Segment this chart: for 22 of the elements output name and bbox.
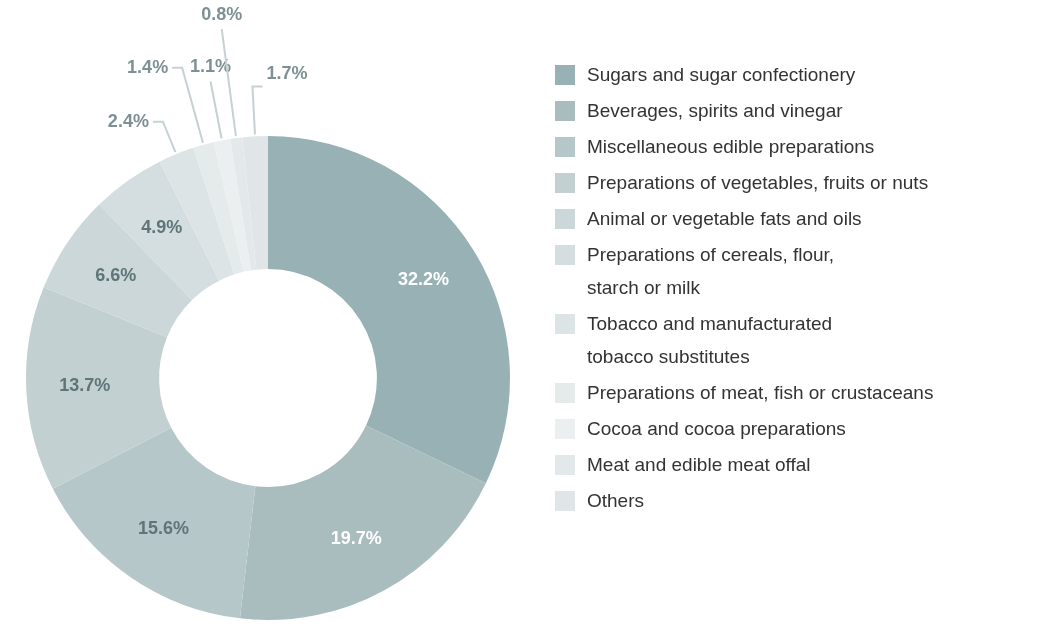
legend-label: Preparations of meat, fish or crustaceans — [587, 381, 934, 405]
data-label: 2.4% — [107, 110, 149, 131]
legend-label: Preparations of vegetables, fruits or nuts — [587, 171, 929, 195]
data-label: 13.7% — [59, 375, 111, 396]
legend-label: Preparations of cereals, flour, starch or milk — [587, 243, 836, 300]
legend-label: Miscellaneous edible preparations — [587, 135, 875, 159]
legend-label: Animal or vegetable fats and oils — [587, 207, 862, 231]
legend-label: Sugars and sugar confectionery — [587, 63, 856, 87]
data-label: 32.2% — [397, 269, 449, 290]
legend-label: Cocoa and cocoa preparations — [587, 417, 846, 441]
data-label: 15.6% — [138, 517, 190, 538]
legend-label: Others — [587, 489, 645, 513]
data-label: 1.4% — [127, 56, 169, 77]
legend-label: Beverages, spirits and vinegar — [587, 99, 843, 123]
legend-label: Meat and edible meat offal — [587, 453, 811, 477]
data-label: 1.1% — [190, 56, 232, 77]
legend-label: Tobacco and manufacturated tobacco substitutes — [587, 312, 834, 369]
data-label: 1.7% — [266, 63, 308, 84]
data-label: 0.8% — [201, 4, 243, 25]
data-label: 6.6% — [95, 264, 137, 285]
data-label: 19.7% — [330, 527, 382, 548]
data-label: 4.9% — [141, 217, 183, 238]
